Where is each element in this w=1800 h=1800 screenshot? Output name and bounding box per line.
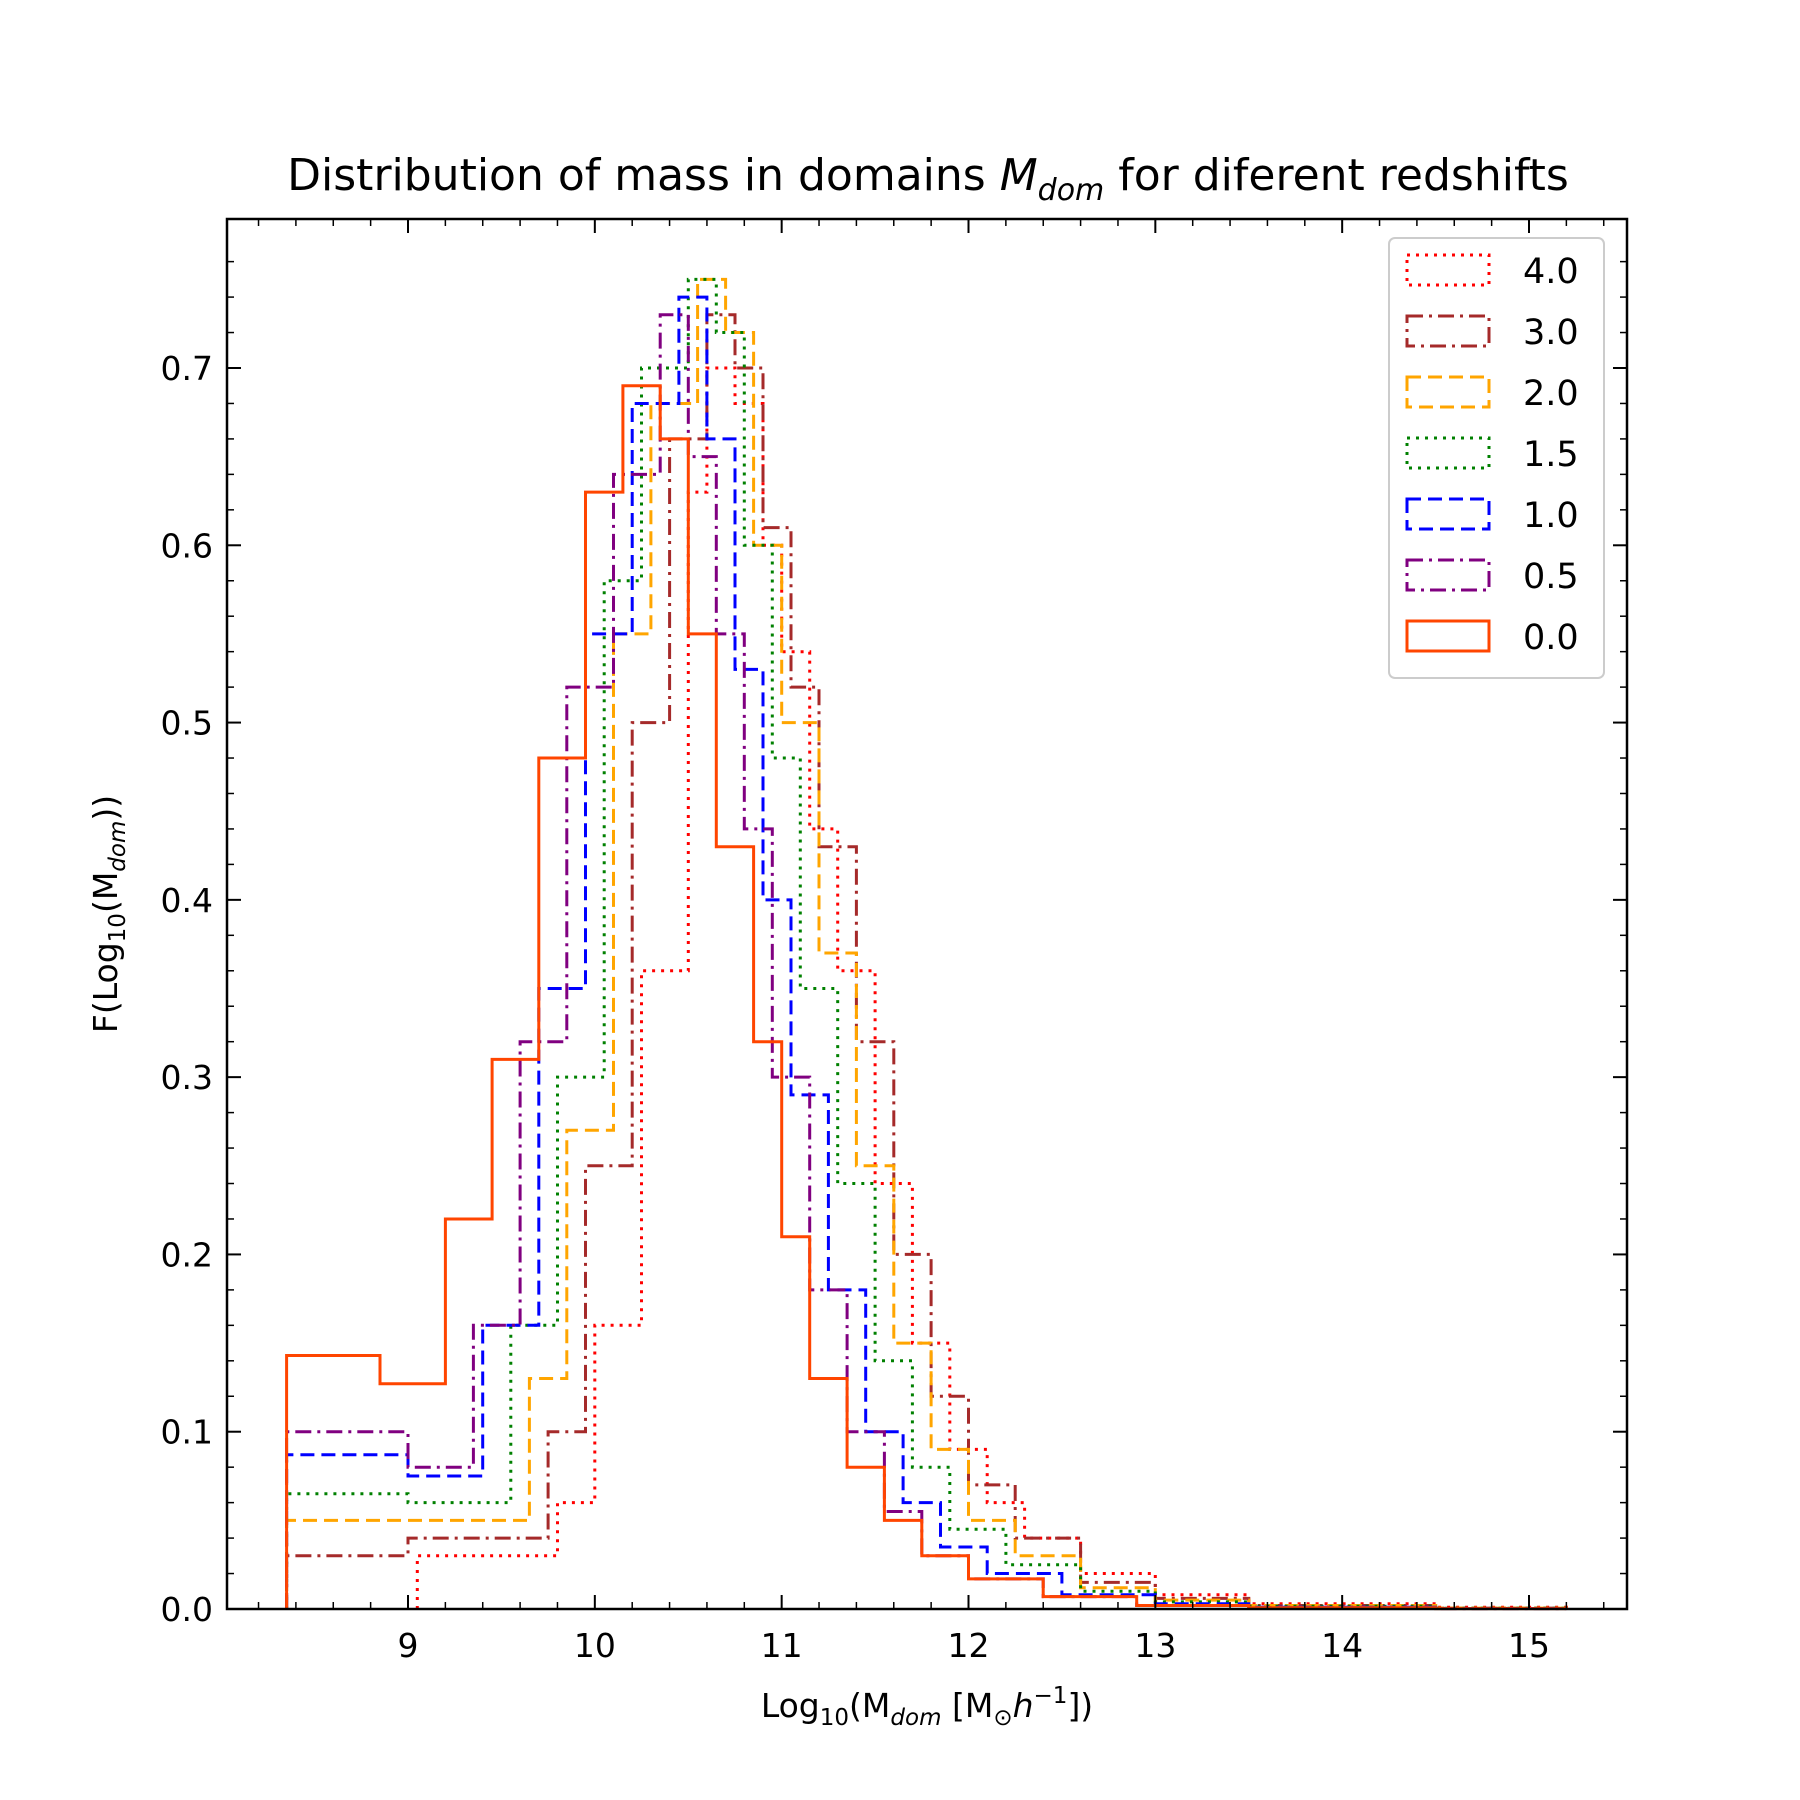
legend-swatch-3.0 [1405,314,1491,348]
legend-swatch-1.5 [1405,436,1491,470]
y-tick-label: 0.2 [161,1235,213,1274]
y-tick-label: 0.6 [161,526,213,565]
legend: 4.0 3.0 2.0 1.5 1.0 0.5 0.0 [1388,237,1605,679]
series-0.5-line [285,313,1568,1611]
x-tick-label: 12 [948,1626,990,1665]
legend-swatch-2.0 [1405,375,1491,409]
y-tick-label: 0.1 [161,1413,213,1452]
chart-title: Distribution of mass in domains Mdom for… [287,150,1569,208]
x-tick-label: 11 [761,1626,803,1665]
legend-label-3.0: 3.0 [1523,313,1579,353]
y-tick-label: 0.5 [161,704,213,743]
x-tick-label: 10 [574,1626,616,1665]
series-3.0-line [285,313,1568,1610]
x-tick-label: 14 [1321,1626,1363,1665]
y-tick-label: 0.3 [161,1058,213,1097]
legend-swatch-1.0 [1405,497,1491,531]
plot-frame [225,217,1629,1611]
x-tick-label: 13 [1134,1626,1176,1665]
legend-swatch-0.0 [1405,619,1491,653]
y-axis-label: F(Log10(Mdom)) [86,795,131,1033]
ticks-layer: 9 10 11 12 13 14 15 0.0 0.1 0.2 0.3 0.4 0.5 0.6 0.7 [161,219,1627,1665]
legend-swatch-0.5 [1405,558,1491,592]
x-tick-label: 15 [1508,1626,1550,1665]
series-4.0-line [415,366,1568,1609]
legend-label-0.0: 0.0 [1523,618,1579,658]
legend-label-1.5: 1.5 [1523,435,1579,475]
legend-swatch-4.0 [1405,253,1491,287]
legend-label-4.0: 4.0 [1523,252,1579,292]
legend-box [1388,237,1605,679]
x-axis-label: Log10(Mdom [M⊙h−1]) [761,1683,1093,1731]
legend-label-2.0: 2.0 [1523,374,1579,414]
legend-label-1.0: 1.0 [1523,496,1579,536]
x-tick-label: 9 [398,1626,419,1665]
y-tick-label: 0.0 [161,1590,213,1629]
series-0.0-line [285,384,1568,1611]
y-tick-label: 0.7 [161,349,213,388]
legend-label-0.5: 0.5 [1523,557,1579,597]
series-1.5-line [285,277,1568,1610]
y-tick-label: 0.4 [161,881,213,920]
